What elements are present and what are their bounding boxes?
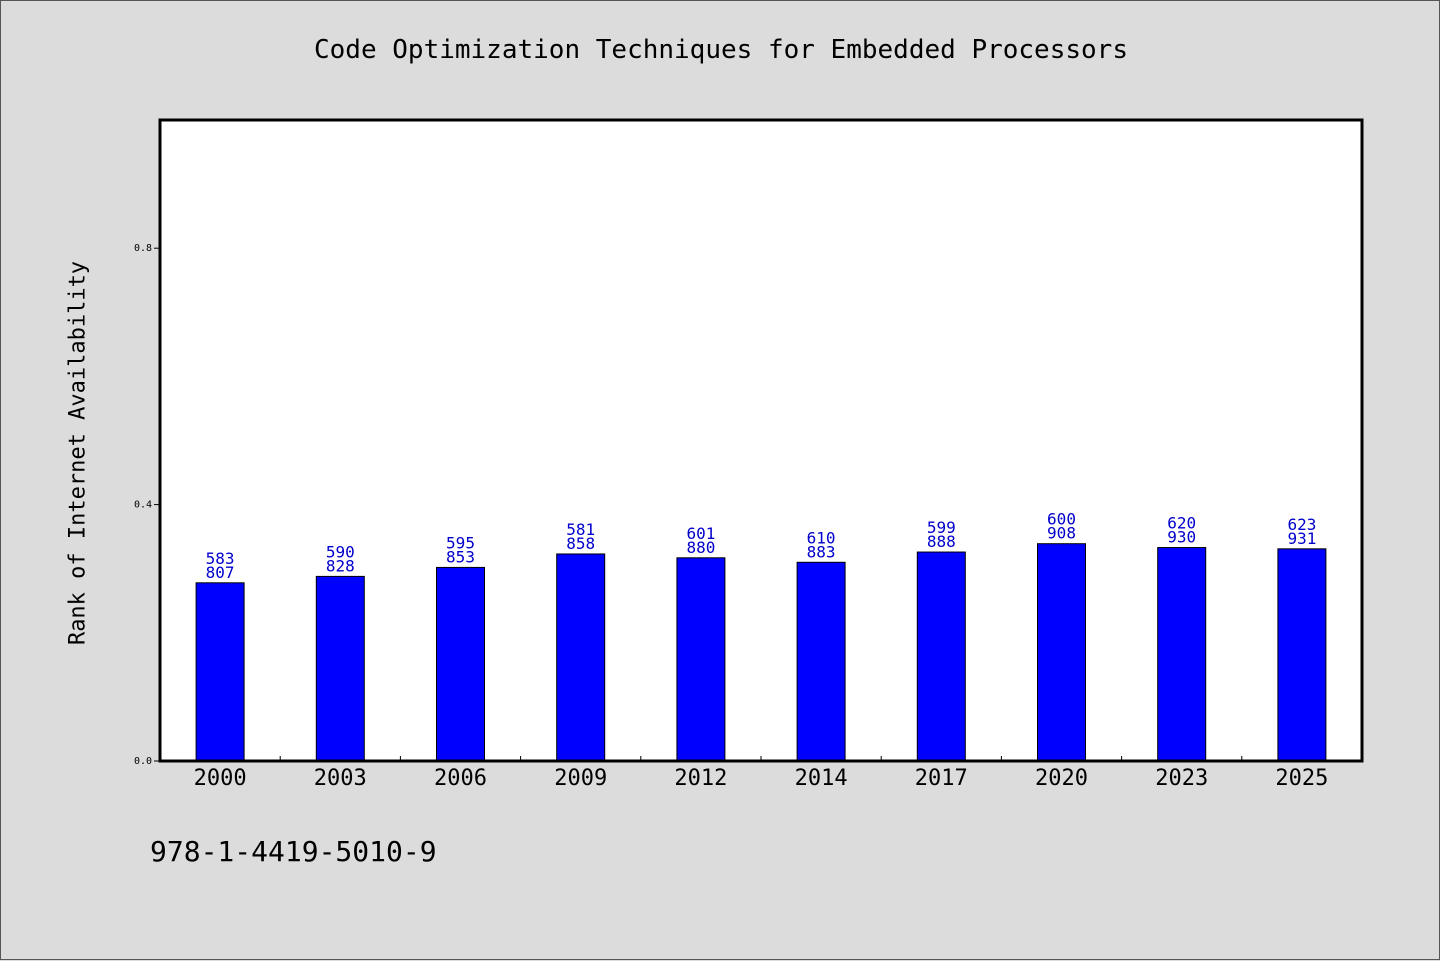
y-tick-label-0.4: 0.4 (134, 500, 152, 511)
y-tick-label-0.0: 0.0 (134, 756, 152, 767)
bar-2020 (1037, 543, 1086, 762)
x-tick-label-2009: 2009 (554, 766, 607, 791)
data-label-bottom-2003: 828 (326, 556, 355, 575)
data-label-bottom-2023: 930 (1167, 528, 1196, 547)
x-tick-label-2003: 2003 (314, 766, 367, 791)
bar-2012 (676, 557, 726, 762)
data-label-top-2000: 583 (206, 549, 235, 568)
bar-2023 (1157, 547, 1207, 762)
chart-title: Code Optimization Techniques for Embedde… (314, 35, 1128, 65)
plot-frame (158, 118, 1364, 763)
data-label-bottom-2025: 931 (1287, 529, 1316, 548)
data-label-top-2012: 601 (686, 524, 715, 543)
x-tick-label-2025: 2025 (1275, 766, 1328, 791)
data-label-top-2025: 623 (1287, 515, 1316, 534)
data-label-bottom-2012: 880 (686, 538, 715, 557)
data-label-bottom-2000: 807 (206, 563, 235, 582)
x-tick-label-2020: 2020 (1035, 766, 1088, 791)
data-label-bottom-2006: 853 (446, 547, 475, 566)
x-tick-label-2014: 2014 (795, 766, 848, 791)
bar-2025 (1277, 548, 1327, 762)
bar-2017 (916, 551, 966, 762)
bar-2014 (796, 561, 846, 762)
data-label-bottom-2017: 888 (927, 532, 956, 551)
data-label-top-2003: 590 (326, 542, 355, 561)
data-label-top-2006: 595 (446, 533, 475, 552)
x-tick-label-2006: 2006 (434, 766, 487, 791)
bar-2000 (195, 582, 245, 762)
x-tick-label-2017: 2017 (915, 766, 968, 791)
bar-2009 (556, 553, 606, 762)
x-tick-label-2012: 2012 (674, 766, 727, 791)
bars-layer (195, 543, 1327, 762)
data-label-bottom-2020: 908 (1047, 524, 1076, 543)
data-label-top-2014: 610 (807, 528, 836, 547)
data-label-bottom-2009: 858 (566, 534, 595, 553)
bar-2003 (315, 575, 365, 762)
data-label-top-2009: 581 (566, 520, 595, 539)
data-label-top-2020: 600 (1047, 510, 1076, 529)
x-tick-label-2000: 2000 (194, 766, 247, 791)
y-tick-label-0.8: 0.8 (134, 243, 152, 254)
data-label-top-2017: 599 (927, 518, 956, 537)
data-label-top-2023: 620 (1167, 514, 1196, 533)
bar-2006 (436, 566, 485, 762)
isbn-label: 978-1-4419-5010-9 (150, 835, 437, 868)
data-label-bottom-2014: 883 (807, 542, 836, 561)
x-tick-label-2023: 2023 (1155, 766, 1208, 791)
